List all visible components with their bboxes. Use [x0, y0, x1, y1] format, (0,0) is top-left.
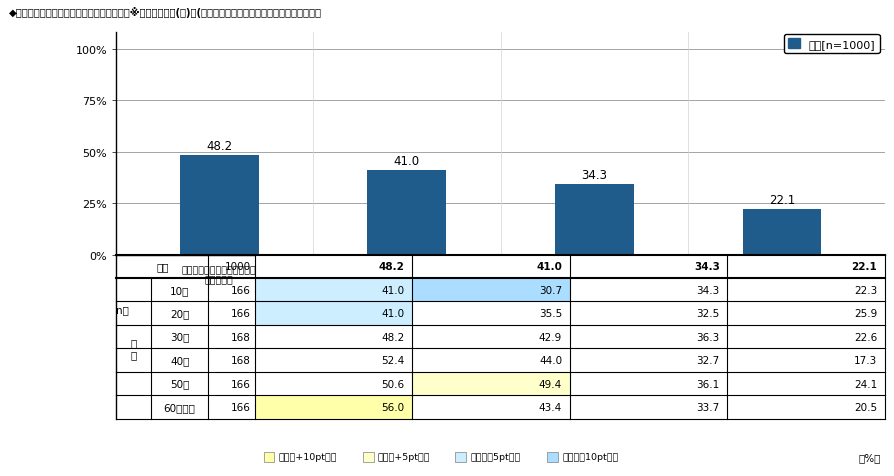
Text: 全体比－10pt以下: 全体比－10pt以下 [562, 453, 619, 461]
Text: 30.7: 30.7 [539, 285, 562, 295]
Text: 10代: 10代 [170, 285, 190, 295]
Text: 全体比+5pt以上: 全体比+5pt以上 [378, 453, 431, 461]
Text: 48.2: 48.2 [381, 332, 404, 342]
Text: 22.3: 22.3 [854, 285, 877, 295]
Text: 56.0: 56.0 [382, 402, 404, 412]
Bar [728, 348, 885, 372]
Text: 夏になってもマスクの着用を
続けている: 夏になってもマスクの着用を 続けている [182, 265, 257, 285]
Bar [569, 348, 728, 372]
Text: （%）: （%） [858, 452, 881, 462]
Bar [255, 348, 412, 372]
Text: 166: 166 [231, 285, 250, 295]
Text: 30代: 30代 [170, 332, 190, 342]
Text: 50代: 50代 [170, 379, 190, 389]
Text: 20.5: 20.5 [855, 402, 877, 412]
Text: 32.5: 32.5 [696, 308, 720, 318]
Bar [569, 396, 728, 419]
Text: 猛暑日でもマスクを
着用している: 猛暑日でもマスクを 着用している [381, 265, 433, 285]
Text: 60代以上: 60代以上 [164, 402, 196, 412]
Bar [412, 348, 569, 372]
Text: 34.3: 34.3 [694, 262, 720, 272]
Bar [180, 156, 258, 255]
Bar [728, 255, 885, 278]
Text: 34.3: 34.3 [581, 169, 607, 181]
Bar [728, 278, 885, 302]
Text: 36.1: 36.1 [696, 379, 720, 389]
Text: 22.6: 22.6 [854, 332, 877, 342]
Text: 50.6: 50.6 [382, 379, 404, 389]
Text: 33.7: 33.7 [696, 402, 720, 412]
Bar [412, 302, 569, 325]
Bar [255, 396, 412, 419]
Bar [569, 278, 728, 302]
Bar [412, 278, 569, 302]
Bar [412, 325, 569, 348]
Bar [412, 255, 569, 278]
Bar [569, 302, 728, 325]
Bar [412, 372, 569, 396]
Bar [743, 209, 822, 255]
Text: 22.1: 22.1 [852, 262, 877, 272]
Text: 41.0: 41.0 [394, 155, 420, 168]
Bar [728, 325, 885, 348]
Text: 32.7: 32.7 [696, 356, 720, 366]
Text: 25.9: 25.9 [854, 308, 877, 318]
Text: 全体: 全体 [156, 262, 169, 272]
Bar [555, 185, 634, 255]
Text: 166: 166 [231, 402, 250, 412]
Text: 22.1: 22.1 [769, 194, 795, 207]
Text: 41.0: 41.0 [536, 262, 562, 272]
Text: 20代: 20代 [170, 308, 190, 318]
Text: 49.4: 49.4 [539, 379, 562, 389]
Bar [255, 302, 412, 325]
Text: 41.0: 41.0 [382, 285, 404, 295]
Text: 夏に外で運動(ウォーキング・ジョ
ギングなど)をする際も
マスクを着用している: 夏に外で運動(ウォーキング・ジョ ギングなど)をする際も マスクを着用している [737, 265, 827, 295]
Text: 48.2: 48.2 [379, 262, 404, 272]
Legend: 全体[n=1000]: 全体[n=1000] [784, 34, 880, 54]
Text: 168: 168 [231, 356, 250, 366]
Bar [255, 255, 412, 278]
Text: 36.3: 36.3 [696, 332, 720, 342]
Text: 全体比+10pt以上: 全体比+10pt以上 [279, 453, 337, 461]
Text: 42.9: 42.9 [539, 332, 562, 342]
Text: 屋外で人と十分な距離が
確保できる場合もマスクを
着用している: 屋外で人と十分な距離が 確保できる場合もマスクを 着用している [560, 265, 628, 295]
Bar [367, 171, 446, 255]
Text: 43.4: 43.4 [539, 402, 562, 412]
Bar [255, 372, 412, 396]
Bar [569, 325, 728, 348]
Text: 24.1: 24.1 [854, 379, 877, 389]
Text: ◆夏のマスク着用の実態［各単一回答形式］※『あてはまる(計)』(「非常に」と「やや」の合計）の割合を表示: ◆夏のマスク着用の実態［各単一回答形式］※『あてはまる(計)』(「非常に」と「や… [9, 7, 322, 18]
Bar [728, 372, 885, 396]
Text: 17.3: 17.3 [854, 356, 877, 366]
Text: 168: 168 [231, 332, 250, 342]
Text: 166: 166 [231, 308, 250, 318]
Text: n数: n数 [116, 304, 129, 314]
Text: 年
代: 年 代 [131, 338, 137, 359]
Bar [728, 396, 885, 419]
Bar [412, 396, 569, 419]
Text: 34.3: 34.3 [696, 285, 720, 295]
Text: 35.5: 35.5 [539, 308, 562, 318]
Bar [569, 372, 728, 396]
Text: 41.0: 41.0 [382, 308, 404, 318]
Bar [728, 302, 885, 325]
Text: 1000: 1000 [224, 262, 250, 272]
Text: 40代: 40代 [170, 356, 190, 366]
Bar [569, 255, 728, 278]
Text: 全体比－5pt以下: 全体比－5pt以下 [470, 453, 520, 461]
Text: 44.0: 44.0 [539, 356, 562, 366]
Text: 52.4: 52.4 [381, 356, 404, 366]
Text: 166: 166 [231, 379, 250, 389]
Text: 48.2: 48.2 [207, 140, 232, 153]
Bar [255, 325, 412, 348]
Bar [255, 278, 412, 302]
